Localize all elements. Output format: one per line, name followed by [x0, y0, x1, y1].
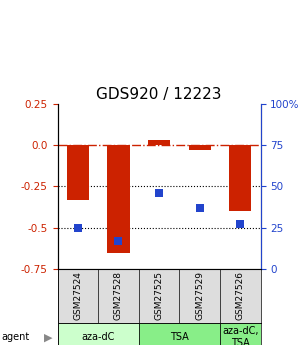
Bar	[229, 145, 251, 211]
Point	[238, 221, 243, 227]
Point	[75, 225, 80, 230]
Text: GSM27524: GSM27524	[73, 272, 82, 320]
Bar	[148, 140, 170, 145]
Point	[189, 284, 194, 289]
Bar	[107, 145, 130, 253]
Text: GSM27525: GSM27525	[155, 271, 164, 321]
Text: GSM27526: GSM27526	[236, 271, 245, 321]
Point	[116, 238, 121, 244]
Bar	[139, 323, 220, 345]
Bar	[58, 323, 139, 345]
Text: ▶: ▶	[44, 332, 52, 342]
Point	[157, 190, 161, 196]
Point	[197, 205, 202, 210]
Text: agent: agent	[2, 332, 30, 342]
Text: GSM27529: GSM27529	[195, 271, 204, 321]
Bar	[67, 145, 89, 199]
Text: GSM27528: GSM27528	[114, 271, 123, 321]
Point	[189, 121, 194, 127]
Text: TSA: TSA	[170, 332, 189, 342]
Title: GDS920 / 12223: GDS920 / 12223	[96, 87, 222, 102]
Bar	[220, 323, 261, 345]
Bar	[188, 145, 211, 149]
Text: aza-dC: aza-dC	[82, 332, 115, 342]
Text: aza-dC,
TSA: aza-dC, TSA	[222, 326, 258, 345]
